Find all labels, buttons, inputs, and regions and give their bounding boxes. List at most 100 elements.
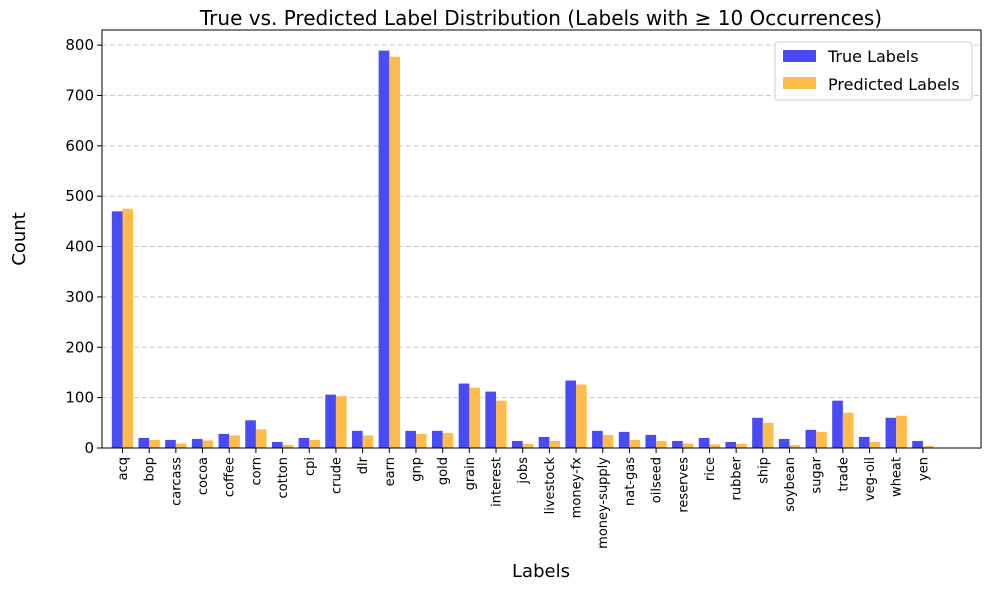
bar-true-cpi [298, 437, 310, 448]
bar-predicted-rubber [736, 443, 747, 448]
bar-true-carcass [165, 439, 176, 448]
legend-label-predicted: Predicted Labels [828, 75, 960, 94]
y-tick-label: 800 [65, 36, 94, 54]
x-tick-label: trade [836, 457, 851, 492]
x-tick-label: interest [490, 457, 505, 507]
x-tick-label: dlr [356, 456, 371, 474]
bar-predicted-cocoa [202, 440, 214, 448]
bar-predicted-money-fx [576, 384, 587, 448]
bar-predicted-wheat [896, 415, 907, 448]
bar-predicted-acq [122, 208, 134, 448]
x-tick-label: ship [756, 457, 771, 484]
x-tick-label: cotton [276, 457, 291, 499]
bar-true-sugar [805, 429, 817, 448]
x-tick-label: nat-gas [623, 457, 638, 506]
x-tick-label: gold [436, 457, 451, 485]
legend-label-true: True Labels [827, 47, 919, 66]
x-tick-label: livestock [543, 457, 558, 515]
bar-predicted-rice [709, 444, 721, 448]
bar-predicted-oilseed [656, 440, 667, 448]
y-tick-label: 300 [65, 288, 94, 306]
legend: True Labels Predicted Labels [774, 41, 973, 101]
x-tick-label: cocoa [196, 457, 211, 495]
x-tick-label: acq [116, 457, 131, 480]
bar-predicted-interest [496, 400, 507, 448]
x-axis-label: Labels [512, 561, 570, 582]
bar-predicted-ship [762, 422, 774, 448]
plot-frame [101, 29, 982, 449]
bar-true-money-fx [565, 380, 577, 448]
x-tick-label: jobs [516, 457, 531, 485]
bar-true-bop [138, 437, 150, 448]
x-tick-label: rubber [730, 456, 745, 500]
bar-predicted-grain [469, 387, 481, 448]
y-tick-label: 400 [65, 238, 94, 256]
bar-true-gold [431, 430, 443, 448]
bar-true-jobs [512, 440, 523, 448]
bar-predicted-gold [442, 432, 454, 448]
bar-true-earn [378, 50, 390, 448]
x-tick-label: oilseed [650, 457, 665, 503]
bar-predicted-sugar [816, 431, 827, 448]
x-tick-label: money-supply [596, 457, 611, 549]
x-tick-label: money-fx [570, 457, 585, 519]
bar-predicted-corn [255, 429, 267, 448]
bar-predicted-cpi [309, 439, 320, 448]
bar-true-nat-gas [618, 431, 630, 448]
bar-true-livestock [538, 436, 550, 448]
x-tick-label: yen [916, 457, 931, 481]
bar-true-money-supply [592, 430, 603, 448]
bar-true-ship [752, 417, 763, 448]
x-tick-label: veg-oil [863, 457, 878, 501]
x-tick-label: grain [463, 457, 478, 490]
bar-true-crude [325, 394, 336, 448]
y-axis-label: Count [9, 212, 30, 265]
y-tick-label: 500 [65, 187, 94, 205]
bar-true-dlr [351, 430, 363, 448]
bar-true-cocoa [191, 438, 203, 448]
x-tick-label: corn [249, 457, 264, 485]
bar-true-interest [485, 391, 497, 448]
bar-predicted-reserves [682, 443, 694, 448]
x-tick-label: crude [329, 457, 344, 494]
bar-predicted-money-supply [602, 434, 614, 448]
x-tick-label: rice [703, 457, 718, 481]
bar-true-veg-oil [858, 436, 870, 448]
bar-predicted-nat-gas [629, 439, 641, 448]
bar-true-yen [912, 440, 923, 448]
x-tick-label: sugar [810, 456, 825, 493]
bar-predicted-livestock [549, 440, 561, 448]
x-tick-label: earn [383, 457, 398, 486]
y-tick-label: 200 [65, 338, 94, 356]
legend-box [774, 41, 973, 101]
bar-predicted-jobs [522, 443, 534, 448]
bar-predicted-earn [389, 56, 400, 449]
y-tick-label: 0 [84, 439, 94, 457]
x-tick-label: coffee [223, 457, 238, 497]
bar-true-soybean [778, 438, 790, 448]
y-tick-label: 700 [65, 86, 94, 104]
y-tick-label: 100 [65, 389, 94, 407]
bar-true-coffee [218, 433, 230, 448]
bars [111, 50, 934, 449]
bar-predicted-bop [149, 439, 160, 448]
bar-predicted-dlr [362, 435, 374, 448]
bar-predicted-coffee [229, 435, 240, 448]
legend-swatch-true [783, 50, 816, 62]
bar-predicted-yen [922, 445, 934, 448]
x-tick-label: bop [143, 457, 158, 481]
x-tick-label: soybean [783, 457, 798, 512]
bar-true-reserves [672, 440, 683, 448]
bar-true-rubber [725, 441, 737, 448]
bar-true-rice [698, 437, 710, 448]
x-tick-label: carcass [169, 457, 184, 506]
gridlines [102, 44, 981, 449]
bar-true-oilseed [645, 434, 657, 448]
bar-predicted-gnp [415, 433, 427, 448]
bar-true-cotton [271, 441, 283, 448]
bar-true-wheat [885, 417, 897, 448]
bar-predicted-carcass [175, 443, 187, 448]
bar-predicted-veg-oil [869, 441, 881, 448]
bar-true-trade [832, 400, 843, 448]
